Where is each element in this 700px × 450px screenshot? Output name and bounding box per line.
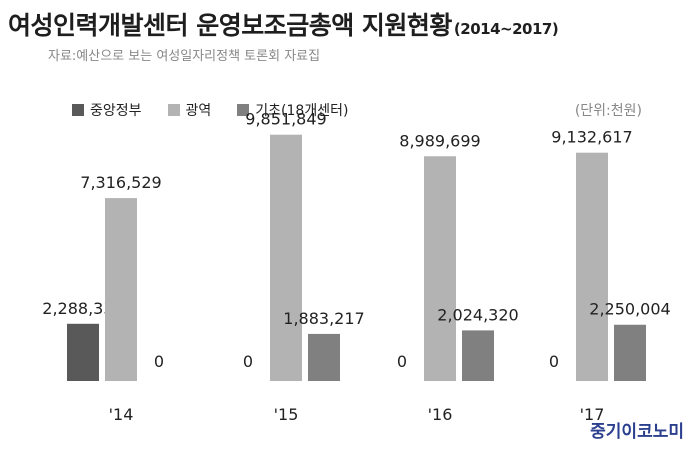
data-label-metropolitan-1: 9,851,849 xyxy=(245,110,326,129)
bar-metropolitan-3 xyxy=(576,152,608,381)
unit-label: (단위:천원) xyxy=(574,103,642,119)
legend: 중앙정부 광역 기초(18개센터) xyxy=(72,100,374,120)
data-label-basic-0: 0 xyxy=(154,352,164,371)
data-label-central-1: 0 xyxy=(243,352,253,371)
bar-basic-1 xyxy=(308,333,340,381)
data-label-central-2: 0 xyxy=(397,352,407,371)
legend-label-central: 중앙정부 xyxy=(90,103,142,119)
bar-basic-2 xyxy=(462,330,494,381)
data-label-basic-3: 2,250,004 xyxy=(589,300,670,319)
legend-item-central: 중앙정부 xyxy=(72,100,142,120)
legend-swatch-central xyxy=(72,104,84,116)
bar-metropolitan-0 xyxy=(105,198,137,381)
data-label-metropolitan-0: 7,316,529 xyxy=(80,173,161,192)
x-tick-label: '16 xyxy=(428,405,453,424)
chart-title-main: 여성인력개발센터 운영보조금총액 지원현황 xyxy=(8,11,452,40)
legend-label-basic: 기초(18개센터) xyxy=(255,103,349,119)
x-tick-label: '15 xyxy=(274,405,299,424)
brand-logo-text: 중기이코노미 xyxy=(590,422,684,442)
legend-swatch-basic xyxy=(237,104,250,116)
data-label-metropolitan-3: 9,132,617 xyxy=(551,128,632,147)
data-label-central-3: 0 xyxy=(549,352,559,371)
bar-basic-3 xyxy=(614,324,646,381)
bar-metropolitan-1 xyxy=(270,134,302,381)
bar-metropolitan-2 xyxy=(424,156,456,381)
legend-label-metropolitan: 광역 xyxy=(185,103,212,119)
legend-item-basic: 기초(18개센터) xyxy=(237,100,348,120)
legend-swatch-metropolitan xyxy=(167,104,180,116)
bar-central-0 xyxy=(67,323,99,381)
chart-subtitle: 자료:예산으로 보는 여성일자리정책 토론회 자료집 xyxy=(48,49,321,64)
legend-item-metropolitan: 광역 xyxy=(167,100,212,120)
chart-title-suffix: (2014~2017) xyxy=(453,20,559,38)
data-label-metropolitan-2: 8,989,699 xyxy=(399,131,480,150)
data-label-basic-1: 1,883,217 xyxy=(283,309,364,328)
data-label-central-0: 2,288,336 xyxy=(42,299,123,318)
x-tick-label: '14 xyxy=(109,405,134,424)
x-tick-label: '17 xyxy=(580,405,605,424)
data-label-basic-2: 2,024,320 xyxy=(437,305,518,324)
chart-title: 여성인력개발센터 운영보조금총액 지원현황 (2014~2017) xyxy=(8,6,559,42)
